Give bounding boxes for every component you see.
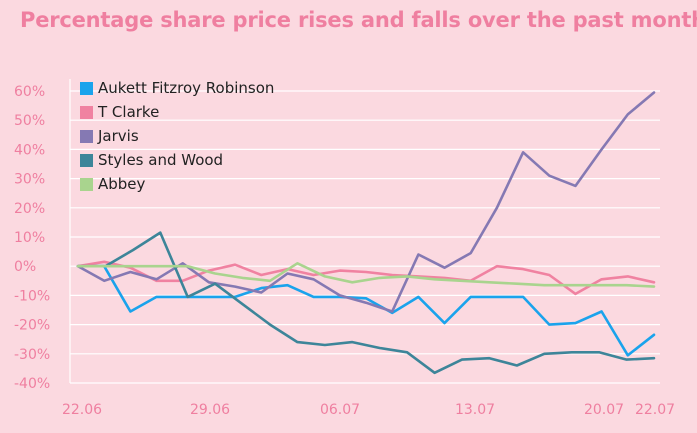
legend-swatch [80, 81, 93, 95]
y-tick-label: 20% [14, 201, 45, 217]
y-tick-label: -10% [14, 288, 50, 304]
y-tick-label: -20% [14, 318, 50, 334]
series-line-abbey [76, 261, 656, 288]
x-tick-label: 22.07 [635, 402, 675, 418]
y-tick-label: -40% [14, 376, 50, 392]
legend-item-aukett-fitzroy-robinson: Aukett Fitzroy Robinson [80, 76, 274, 100]
y-tick-label: 40% [14, 142, 45, 158]
legend-item-t-clarke: T Clarke [80, 100, 274, 124]
series-line-styles-and-wood [76, 231, 656, 375]
legend-item-jarvis: Jarvis [80, 124, 274, 148]
x-tick-label: 06.07 [320, 402, 360, 418]
y-tick-label: 10% [14, 230, 45, 246]
legend-label: T Clarke [98, 103, 160, 121]
x-tick-label: 22.06 [62, 402, 102, 418]
y-tick-label: -30% [14, 347, 50, 363]
y-tick-label: 0% [14, 259, 36, 275]
legend-label: Abbey [98, 175, 146, 193]
series-line-aukett-fitzroy-robinson [76, 264, 656, 357]
legend-label: Jarvis [98, 127, 139, 145]
series-line-jarvis [76, 91, 656, 313]
legend-label: Styles and Wood [98, 151, 224, 169]
legend-label: Aukett Fitzroy Robinson [98, 79, 275, 97]
legend-swatch [80, 177, 93, 191]
legend-swatch [80, 129, 93, 143]
x-tick-label: 13.07 [455, 402, 495, 418]
legend-item-abbey: Abbey [80, 172, 274, 196]
legend-swatch [80, 105, 93, 119]
chart-legend: Aukett Fitzroy Robinson T Clarke Jarvis Sty… [80, 76, 274, 196]
y-tick-label: 60% [14, 84, 45, 100]
legend-swatch [80, 153, 93, 167]
series-line-t-clarke [76, 260, 656, 296]
x-tick-label: 29.06 [190, 402, 230, 418]
x-tick-label: 20.07 [584, 402, 624, 418]
y-tick-label: 30% [14, 172, 45, 188]
legend-item-styles-and-wood: Styles and Wood [80, 148, 274, 172]
chart-title: Percentage share price rises and falls o… [20, 8, 697, 32]
y-tick-label: 50% [14, 113, 45, 129]
